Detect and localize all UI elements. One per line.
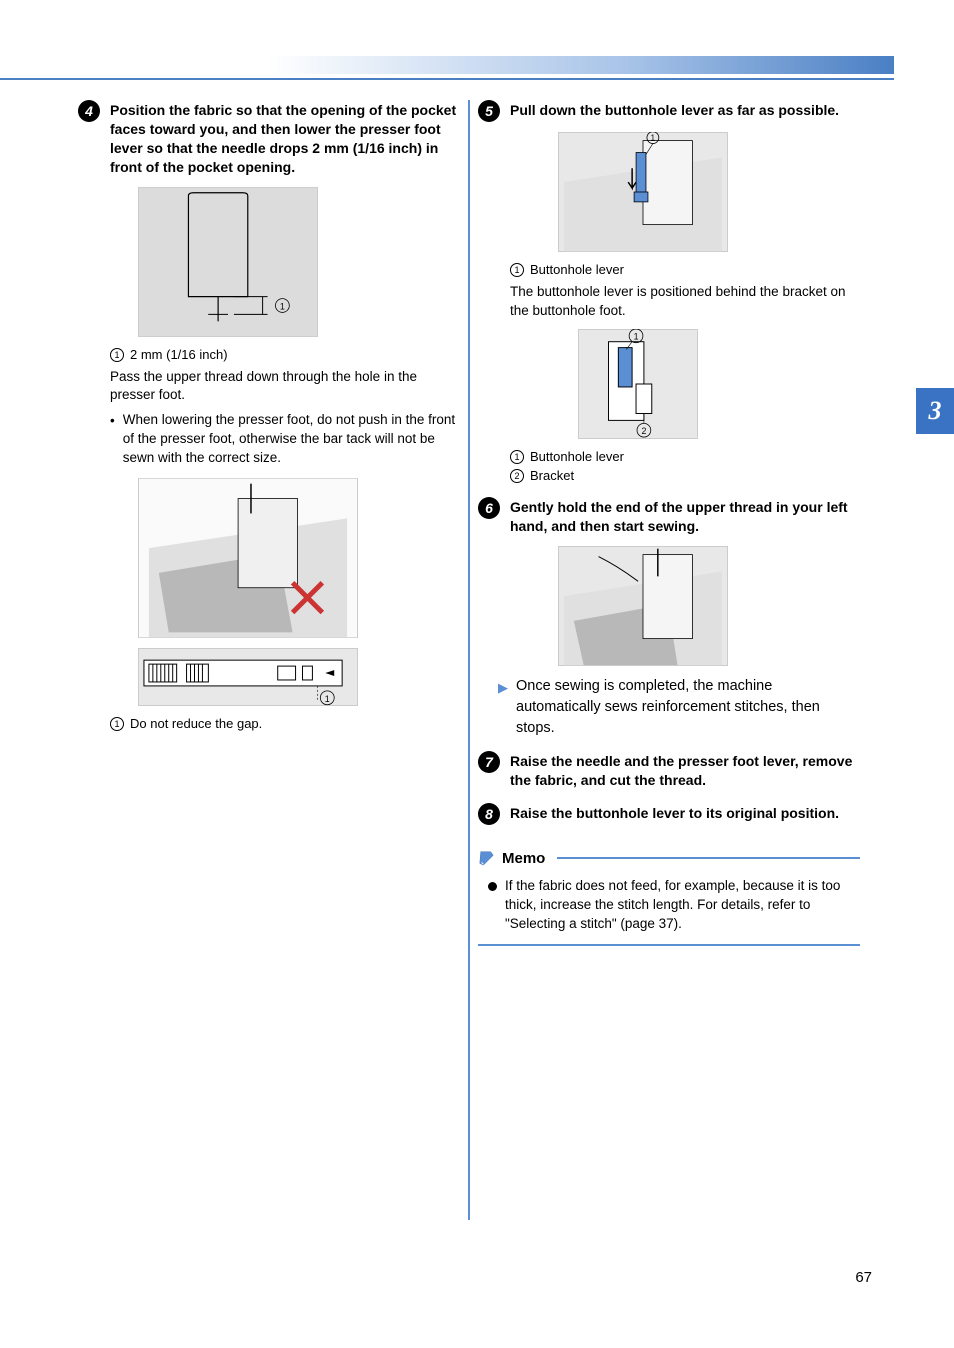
callout-number-icon: 2	[510, 469, 524, 483]
svg-text:1: 1	[325, 694, 330, 704]
callout-text: Buttonhole lever	[530, 262, 624, 277]
callout-number-icon: 1	[110, 717, 124, 731]
memo-header: Memo	[478, 849, 860, 867]
result-arrow-icon: ▶	[498, 676, 508, 739]
callout-bracket: 2 Bracket	[510, 468, 860, 483]
bullet-text: When lowering the presser foot, do not p…	[123, 411, 460, 468]
callout-gap: 1 Do not reduce the gap.	[110, 716, 460, 731]
step-6: 6 Gently hold the end of the upper threa…	[478, 497, 860, 536]
figure-presser-foot-x	[138, 478, 358, 638]
step-number-icon: 7	[478, 751, 500, 773]
callout-text: Bracket	[530, 468, 574, 483]
callout-number-icon: 1	[510, 263, 524, 277]
callout-lever1: 1 Buttonhole lever	[510, 262, 860, 277]
step-number-icon: 6	[478, 497, 500, 519]
header-underline	[0, 78, 894, 80]
step-8-text: Raise the buttonhole lever to its origin…	[510, 803, 839, 825]
figure-buttonhole-lever-down: 1	[558, 132, 728, 252]
step-5-body: The buttonhole lever is positioned behin…	[510, 283, 860, 321]
step-8: 8 Raise the buttonhole lever to its orig…	[478, 803, 860, 825]
chapter-tab: 3	[916, 388, 954, 434]
right-column: 5 Pull down the buttonhole lever as far …	[478, 100, 860, 946]
step-6-text: Gently hold the end of the upper thread …	[510, 497, 860, 536]
memo-text: If the fabric does not feed, for example…	[505, 877, 856, 934]
step-4-bullet: • When lowering the presser foot, do not…	[110, 411, 460, 468]
column-divider	[468, 100, 470, 1220]
step-7: 7 Raise the needle and the presser foot …	[478, 751, 860, 790]
step-4-body: Pass the upper thread down through the h…	[110, 368, 460, 406]
callout-2mm: 1 2 mm (1/16 inch)	[110, 347, 460, 362]
step-number-icon: 5	[478, 100, 500, 122]
memo-box: Memo If the fabric does not feed, for ex…	[478, 849, 860, 946]
figure-lever-bracket: 1 2	[578, 329, 698, 439]
step-7-text: Raise the needle and the presser foot le…	[510, 751, 860, 790]
left-column: 4 Position the fabric so that the openin…	[78, 100, 460, 946]
step-number-icon: 4	[78, 100, 100, 122]
step-number-icon: 8	[478, 803, 500, 825]
callout-lever2: 1 Buttonhole lever	[510, 449, 860, 464]
callout-text: Buttonhole lever	[530, 449, 624, 464]
step-5: 5 Pull down the buttonhole lever as far …	[478, 100, 860, 122]
svg-text:1: 1	[651, 134, 655, 143]
result-text: Once sewing is completed, the machine au…	[516, 676, 860, 739]
memo-content: If the fabric does not feed, for example…	[478, 871, 860, 944]
page-number: 67	[855, 1269, 872, 1286]
memo-line-bottom	[478, 944, 860, 946]
callout-number-icon: 1	[510, 450, 524, 464]
svg-text:2: 2	[641, 426, 646, 436]
bullet-icon: •	[110, 411, 115, 468]
callout-number-icon: 1	[110, 348, 124, 362]
memo-icon	[478, 849, 496, 867]
callout-text: 2 mm (1/16 inch)	[130, 347, 228, 362]
memo-bullet-icon	[488, 882, 497, 891]
svg-text:1: 1	[280, 301, 285, 311]
step-5-text: Pull down the buttonhole lever as far as…	[510, 100, 839, 122]
header-gradient-bar	[0, 56, 894, 74]
memo-line-top	[557, 857, 860, 859]
step-4-text: Position the fabric so that the opening …	[110, 100, 460, 177]
svg-text:1: 1	[634, 332, 639, 342]
step-6-result: ▶ Once sewing is completed, the machine …	[498, 676, 860, 739]
figure-start-sewing	[558, 546, 728, 666]
figure-pocket-opening: 1	[138, 187, 318, 337]
callout-text: Do not reduce the gap.	[130, 716, 262, 731]
step-4: 4 Position the fabric so that the openin…	[78, 100, 460, 177]
content-area: 4 Position the fabric so that the openin…	[78, 100, 878, 946]
figure-gap-diagram: 1	[138, 648, 358, 706]
memo-title: Memo	[502, 850, 545, 867]
